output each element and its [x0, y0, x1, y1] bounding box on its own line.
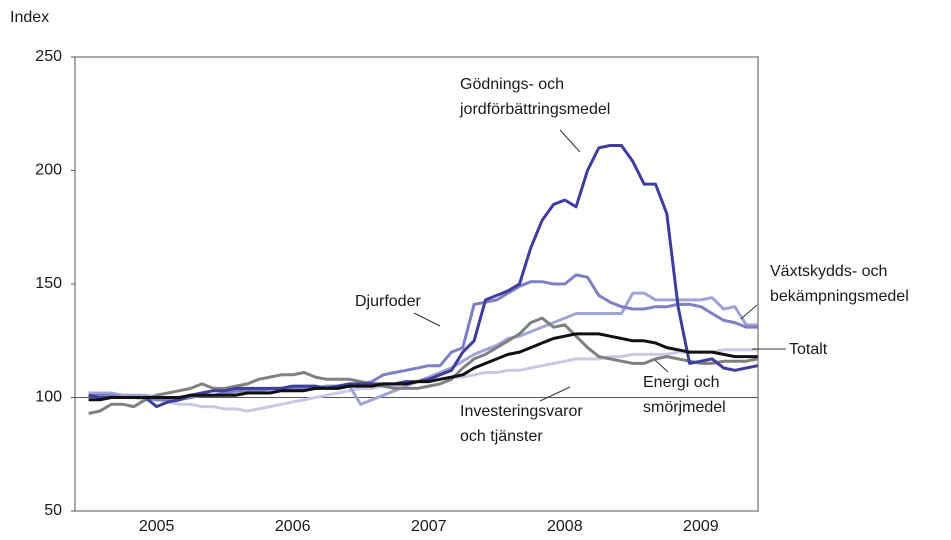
- annotation: Djurfoder: [355, 293, 421, 310]
- x-tick-label: 2009: [683, 518, 719, 535]
- series-line: [88, 332, 758, 402]
- y-tick-label: 100: [35, 389, 62, 406]
- x-tick-label: 2008: [547, 518, 583, 535]
- annotation: Växtskydds- och: [770, 263, 887, 280]
- annotation-leader: [559, 129, 581, 153]
- x-tick-label: 2006: [275, 518, 311, 535]
- series-line: [88, 316, 758, 415]
- y-axis-label: Index: [10, 9, 49, 26]
- x-tick-label: 2007: [411, 518, 447, 535]
- annotation: Totalt: [789, 341, 828, 358]
- y-tick-label: 250: [35, 48, 62, 65]
- annotation: Energi och: [643, 374, 720, 391]
- annotation-leader: [740, 304, 758, 320]
- annotation: och tjänster: [460, 428, 543, 445]
- annotation-leader: [413, 312, 441, 327]
- annotation-leader: [539, 386, 571, 402]
- annotation: jordförbättringsmedel: [459, 101, 610, 118]
- annotation: Investeringsvaror: [460, 403, 583, 420]
- plot-border: [74, 56, 759, 512]
- y-tick-label: 200: [35, 162, 62, 179]
- y-tick-label: 50: [44, 502, 62, 519]
- annotation-leader: [654, 359, 669, 373]
- annotation: Gödnings- och: [460, 76, 564, 93]
- annotation: smörjmedel: [643, 399, 726, 416]
- x-tick-label: 2005: [139, 518, 175, 535]
- y-tick-label: 150: [35, 275, 62, 292]
- annotation: bekämpningsmedel: [770, 288, 909, 305]
